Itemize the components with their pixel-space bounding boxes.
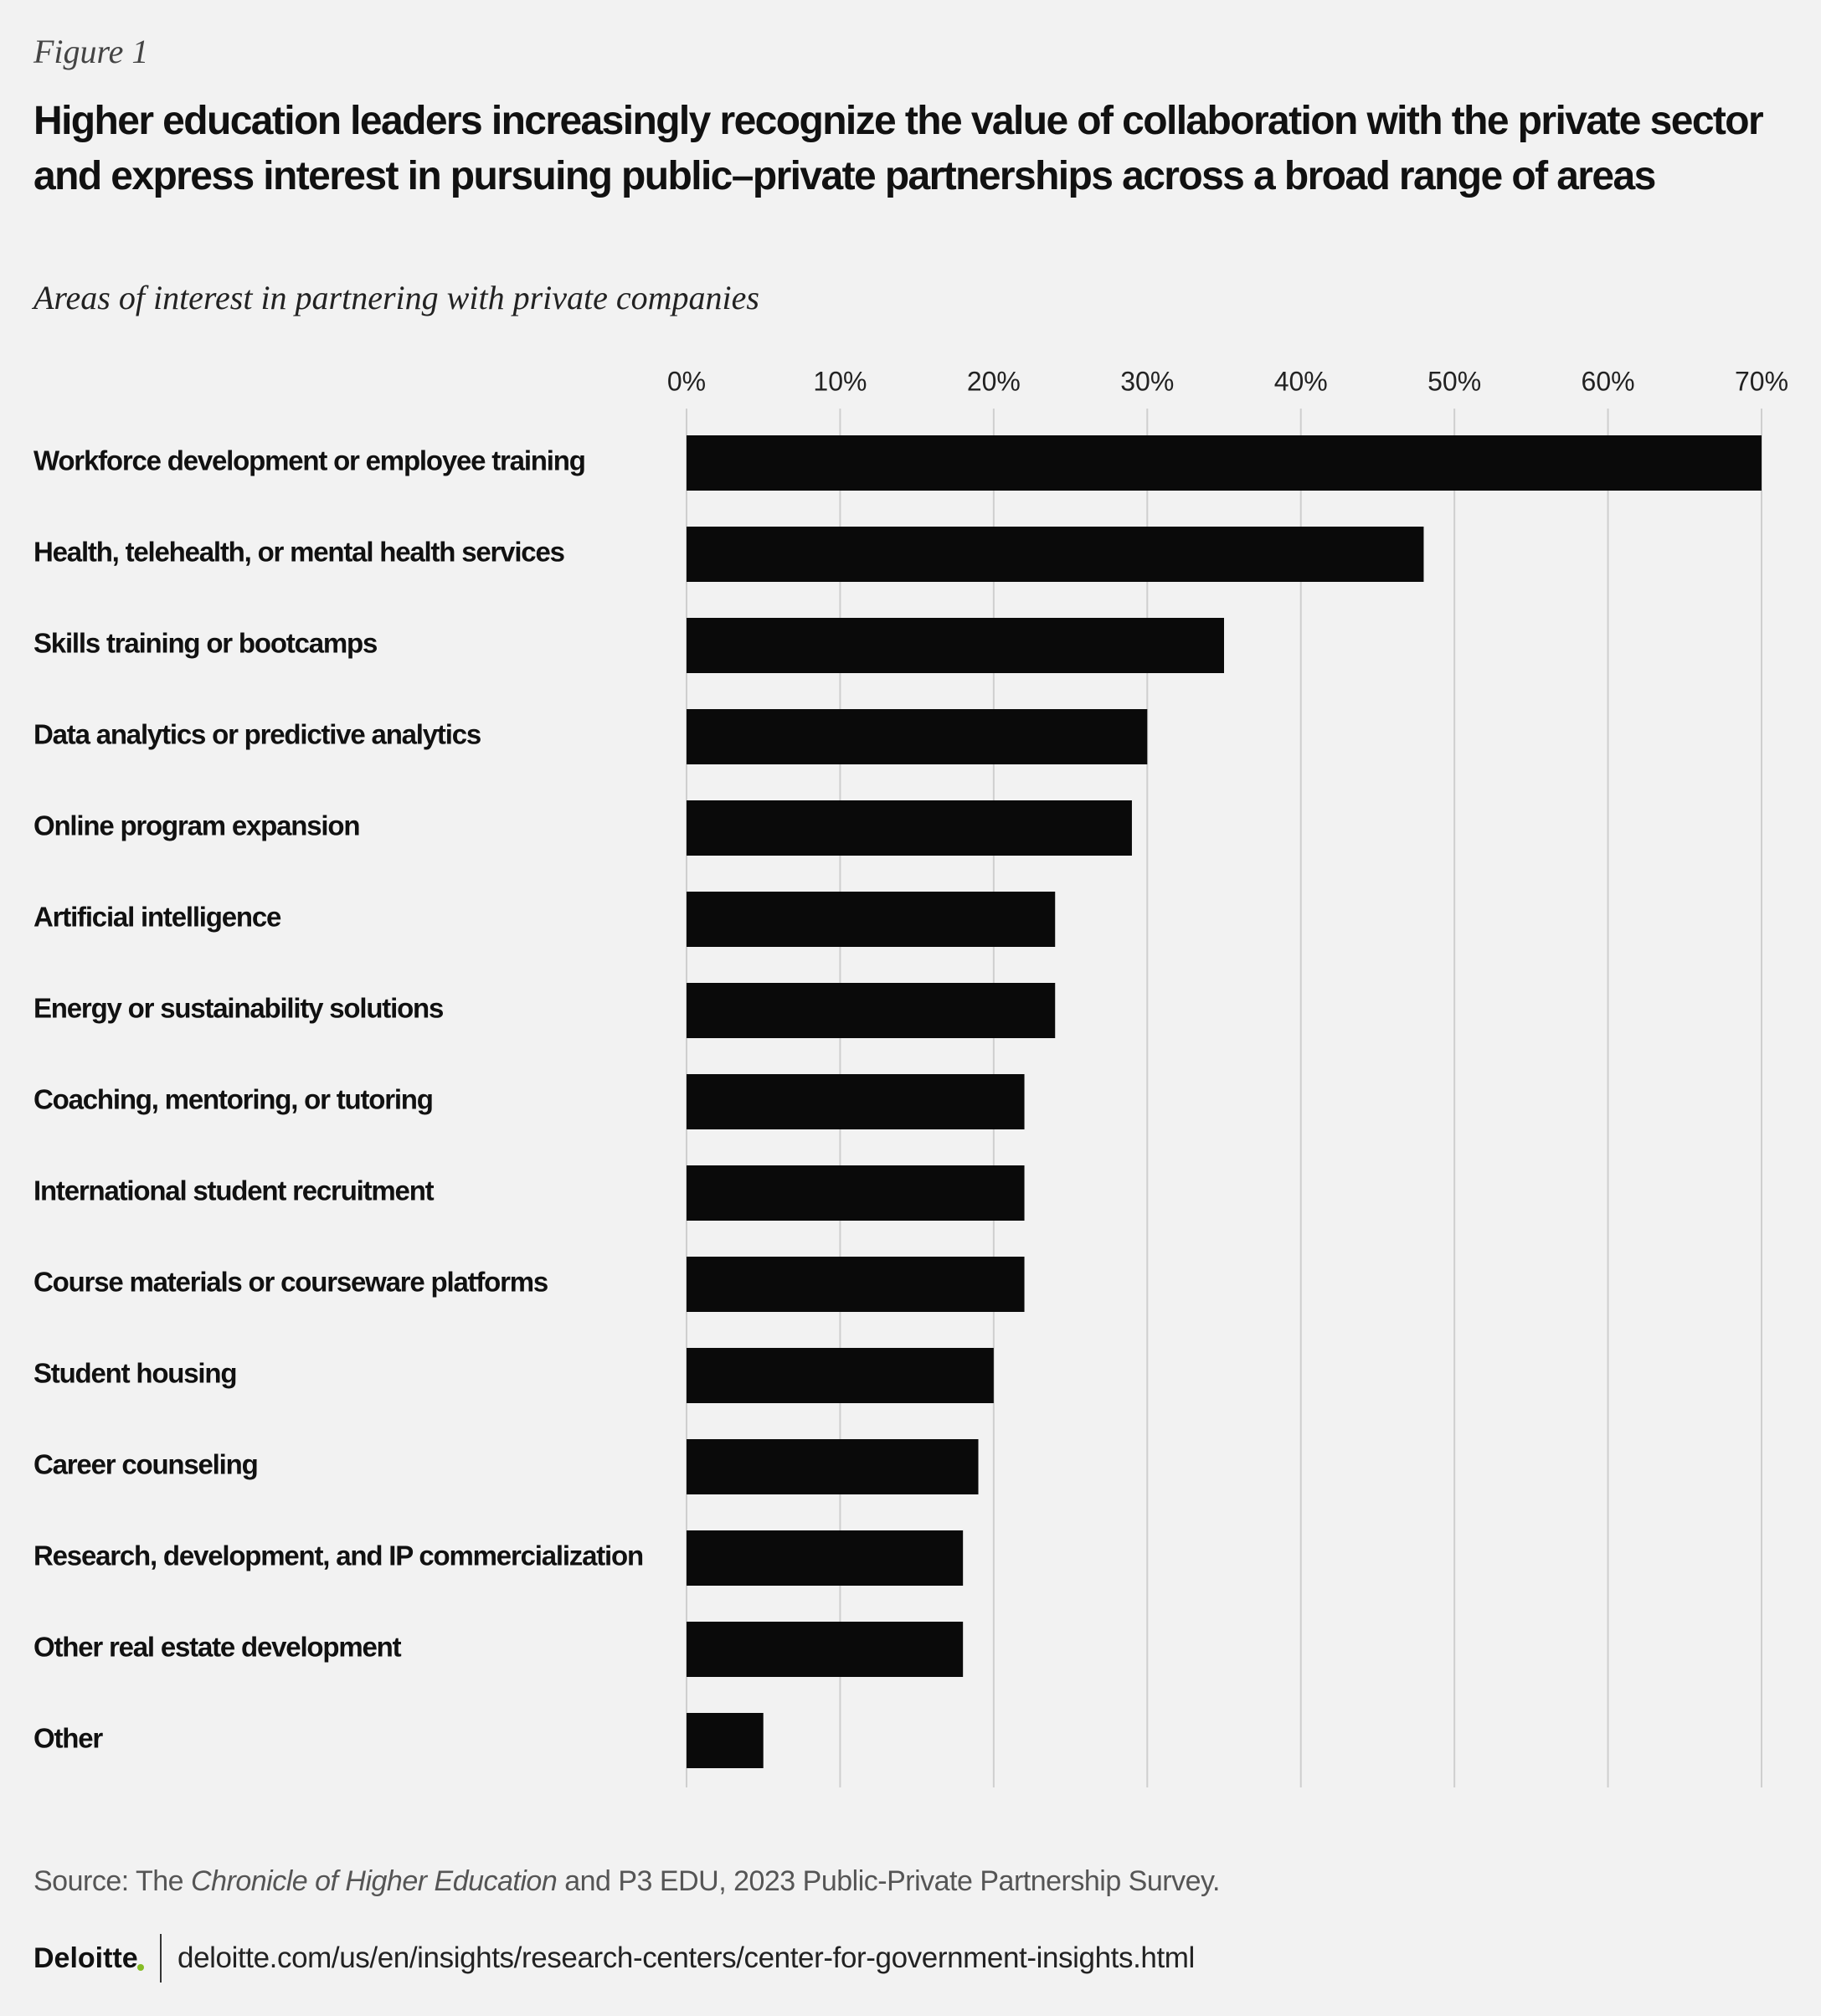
y-tick-label: Online program expansion [33, 810, 359, 841]
separator [160, 1934, 162, 1983]
url: deloitte.com/us/en/insights/research-cen… [177, 1941, 1195, 1974]
y-tick-label: Other real estate development [33, 1632, 402, 1663]
y-tick-label: Other [33, 1723, 103, 1754]
x-tick-label: 20% [967, 366, 1021, 396]
bar [687, 1439, 979, 1494]
bar [687, 527, 1424, 582]
x-tick-label: 40% [1274, 366, 1328, 396]
source: Source: The Chronicle of Higher Educatio… [33, 1865, 1220, 1898]
y-tick-label: Career counseling [33, 1449, 258, 1480]
bar [687, 1622, 964, 1677]
source-text: and P3 EDU, 2023 Public-Private Partners… [557, 1865, 1220, 1897]
y-tick-label: Energy or sustainability solutions [33, 993, 443, 1024]
bar [687, 1165, 1025, 1221]
bar [687, 1713, 764, 1768]
y-tick-label: Artificial intelligence [33, 902, 281, 933]
y-tick-label: Coaching, mentoring, or tutoring [33, 1084, 433, 1115]
bar [687, 435, 1762, 491]
bar [687, 892, 1056, 947]
bar [687, 1074, 1025, 1129]
x-tick-label: 10% [813, 366, 867, 396]
chart-subtitle: Areas of interest in partnering with pri… [33, 279, 759, 316]
bar [687, 709, 1148, 764]
chart: 0% 10% 20% 30% 40% 50% 60% 70% Workforce develop… [33, 366, 1788, 1787]
y-tick-label: Course materials or courseware platforms [33, 1267, 548, 1298]
y-tick-label: International student recruitment [33, 1175, 435, 1206]
x-tick-label: 60% [1582, 366, 1635, 396]
y-tick-label: Data analytics or predictive analytics [33, 719, 481, 750]
y-tick-label: Research, development, and IP commercial… [33, 1540, 643, 1571]
y-tick-label: Skills training or bootcamps [33, 628, 377, 659]
logo: Deloitte [33, 1942, 138, 1974]
bar [687, 800, 1132, 856]
x-tick-label: 50% [1427, 366, 1481, 396]
bar [687, 983, 1056, 1038]
logo-dot [137, 1964, 144, 1971]
bar [687, 1530, 964, 1586]
figure-label: Figure 1 [33, 33, 149, 70]
bar [687, 1257, 1025, 1312]
bar [687, 618, 1224, 673]
chart-title: Higher education leaders increasingly re… [33, 99, 1764, 198]
source-text: Source: The [33, 1865, 192, 1897]
y-tick-label: Health, telehealth, or mental health ser… [33, 537, 564, 568]
source-title: Chronicle of Higher Education [191, 1865, 558, 1897]
bar [687, 1348, 994, 1403]
y-tick-label: Workforce development or employee traini… [33, 445, 585, 476]
x-tick-label: 30% [1120, 366, 1174, 396]
x-tick-label: 0% [667, 366, 706, 396]
x-tick-label: 70% [1735, 366, 1788, 396]
y-tick-label: Student housing [33, 1358, 236, 1389]
